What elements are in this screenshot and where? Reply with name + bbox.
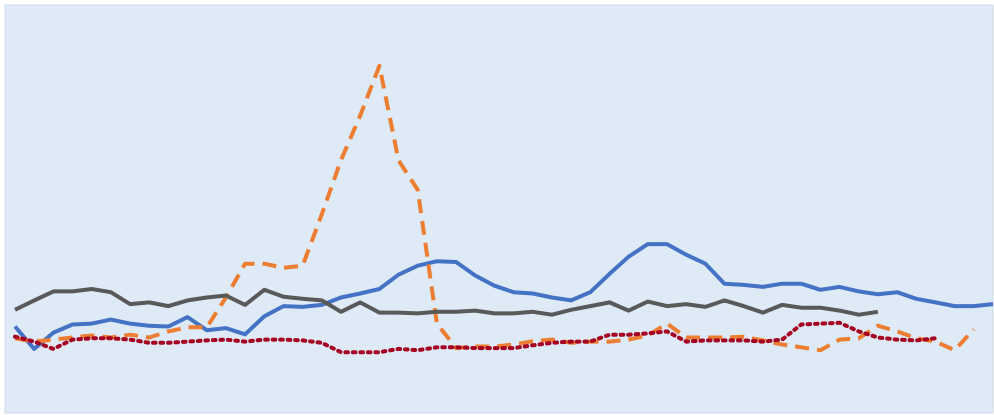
series-line-2	[14, 63, 976, 353]
plot-area-background	[4, 4, 994, 414]
series-line-4	[13, 320, 938, 355]
series-line-3	[14, 287, 879, 317]
series-line-1	[13, 242, 994, 351]
series-layer	[13, 63, 994, 355]
